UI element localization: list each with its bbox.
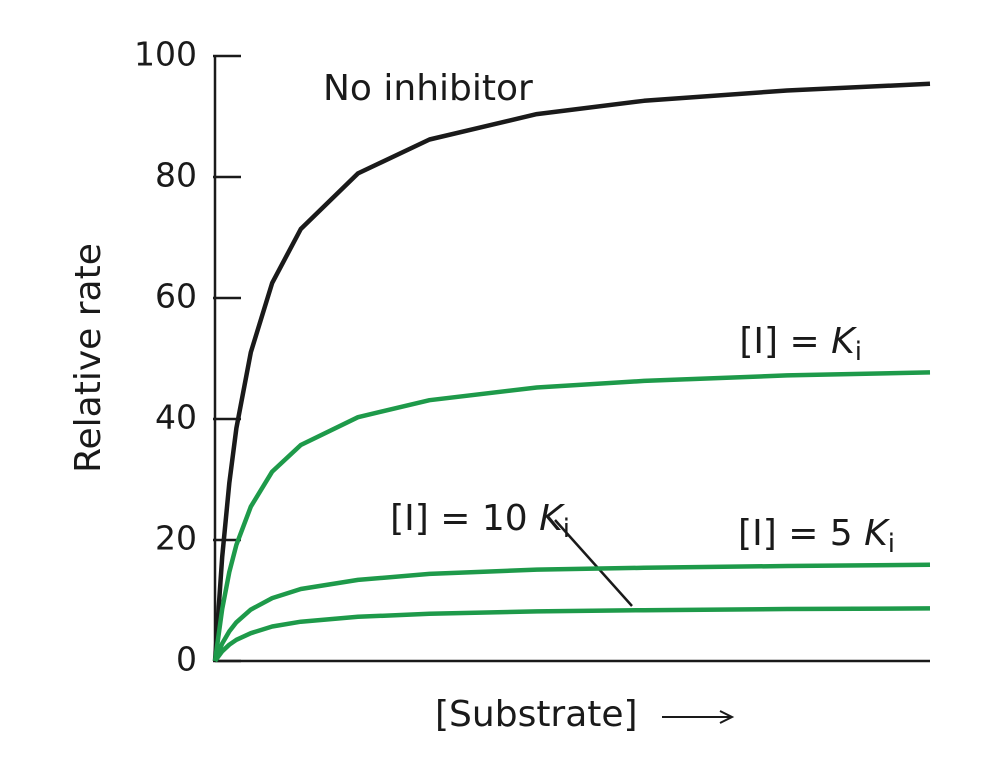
series-line xyxy=(212,81,931,662)
y-tick-label: 40 xyxy=(155,398,197,437)
series-line xyxy=(213,606,931,663)
label-subscript: i xyxy=(563,514,570,544)
label-subscript: i xyxy=(855,337,862,367)
y-tick-label: 60 xyxy=(155,277,197,316)
label-text: No inhibitor xyxy=(323,68,533,109)
label-symbol: K xyxy=(864,513,890,554)
series-label: [I] = 10 Ki xyxy=(390,498,570,544)
label-text: [I] = 5 xyxy=(738,513,864,554)
x-arrow xyxy=(662,710,735,724)
series-label: [I] = 5 Ki xyxy=(738,513,895,559)
x-axis-label: [Substrate] xyxy=(435,694,638,735)
series-line xyxy=(212,562,931,662)
y-tick-label: 100 xyxy=(134,35,197,74)
series-label: [I] = Ki xyxy=(739,321,862,367)
y-tick-label: 0 xyxy=(176,640,197,679)
y-tick-label: 20 xyxy=(155,519,197,558)
label-subscript: i xyxy=(888,529,895,559)
label-symbol: K xyxy=(831,321,857,362)
y-axis-label: Relative rate xyxy=(68,243,109,473)
series-label: No inhibitor xyxy=(323,68,533,109)
label-symbol: K xyxy=(539,498,565,539)
label-text: [I] = 10 xyxy=(390,498,539,539)
leader-line xyxy=(554,519,633,607)
series-line xyxy=(212,370,931,662)
y-tick-label: 80 xyxy=(155,156,197,195)
label-text: [I] = xyxy=(739,321,831,362)
